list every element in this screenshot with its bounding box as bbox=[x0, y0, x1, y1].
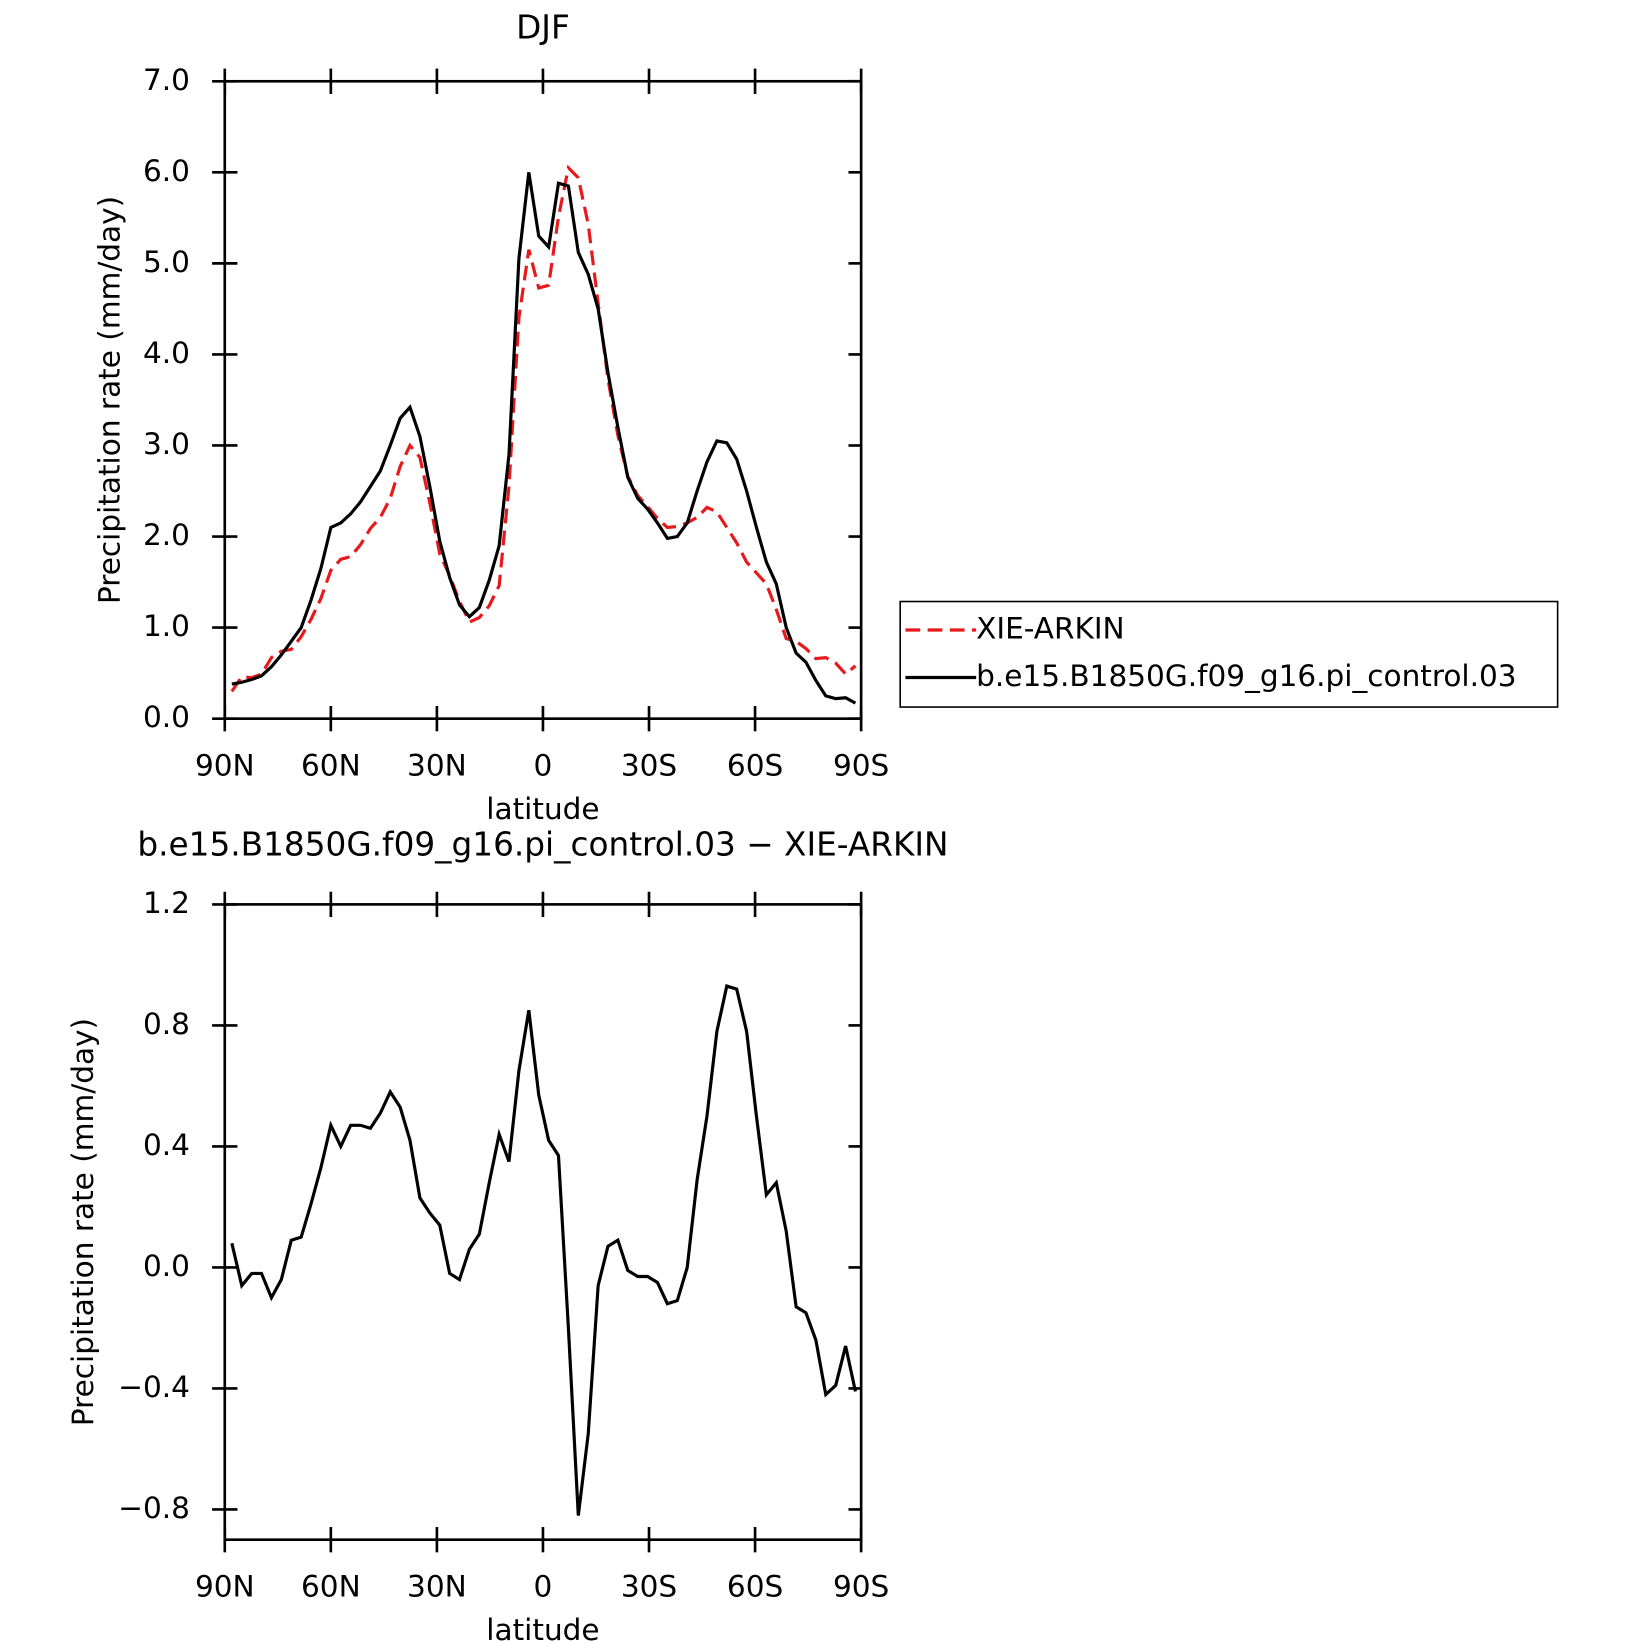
x-tick-label: 0 bbox=[534, 749, 553, 783]
y-tick-label: 0.4 bbox=[143, 1128, 190, 1162]
x-tick-label: 30N bbox=[407, 749, 467, 783]
x-tick-label: 60S bbox=[727, 1570, 783, 1604]
y-tick-label: −0.4 bbox=[118, 1370, 190, 1404]
x-tick-label: 60N bbox=[301, 749, 361, 783]
x-tick-label: 30S bbox=[621, 1570, 677, 1604]
x-tick-label: 90N bbox=[195, 749, 255, 783]
y-tick-label: 5.0 bbox=[143, 245, 190, 279]
legend-box bbox=[899, 600, 1559, 708]
data-line bbox=[231, 172, 857, 705]
y-tick-label: 0.0 bbox=[143, 700, 190, 734]
y-axis-label: Precipitation rate (mm/day) bbox=[66, 1018, 100, 1426]
chart-title: b.e15.B1850G.f09_g16.pi_control.03 − XIE… bbox=[137, 825, 948, 863]
y-tick-label: 7.0 bbox=[143, 63, 190, 97]
y-tick-label: 0.8 bbox=[143, 1007, 190, 1041]
x-tick-label: 0 bbox=[534, 1570, 553, 1604]
x-tick-label: 60S bbox=[727, 749, 783, 783]
y-tick-label: −0.8 bbox=[118, 1491, 190, 1525]
x-axis-label: latitude bbox=[486, 792, 599, 826]
x-tick-label: 90S bbox=[833, 749, 889, 783]
legend-label: b.e15.B1850G.f09_g16.pi_control.03 bbox=[976, 659, 1516, 693]
x-tick-label: 90S bbox=[833, 1570, 889, 1604]
data-line bbox=[230, 164, 857, 693]
data-line bbox=[230, 984, 857, 1516]
x-tick-label: 30S bbox=[621, 749, 677, 783]
y-axis-label: Precipitation rate (mm/day) bbox=[92, 196, 126, 604]
y-tick-label: 6.0 bbox=[143, 154, 190, 188]
y-tick-label: 2.0 bbox=[143, 518, 190, 552]
x-tick-label: 60N bbox=[301, 1570, 361, 1604]
y-tick-label: 1.0 bbox=[143, 609, 190, 643]
y-tick-label: 3.0 bbox=[143, 427, 190, 461]
y-tick-label: 1.2 bbox=[143, 886, 190, 920]
x-tick-label: 30N bbox=[407, 1570, 467, 1604]
x-tick-label: 90N bbox=[195, 1570, 255, 1604]
plot-frame bbox=[223, 903, 863, 1542]
x-axis-label: latitude bbox=[486, 1613, 599, 1641]
y-tick-label: 4.0 bbox=[143, 336, 190, 370]
legend-label: XIE-ARKIN bbox=[976, 612, 1125, 646]
y-tick-label: 0.0 bbox=[143, 1249, 190, 1283]
chart-title: DJF bbox=[516, 9, 570, 47]
plot-frame bbox=[223, 79, 863, 720]
